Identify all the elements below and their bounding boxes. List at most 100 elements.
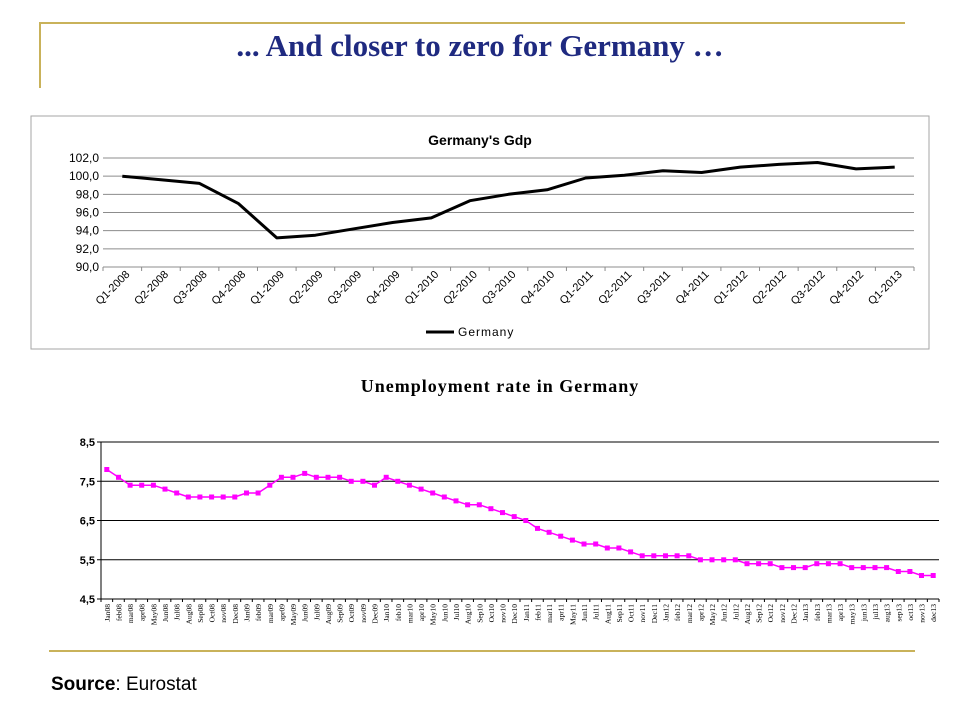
data-point — [139, 482, 145, 488]
data-point — [185, 494, 191, 500]
y-tick-label: 94,0 — [76, 224, 100, 238]
x-tick-label: Dec11 — [650, 604, 659, 624]
data-point — [837, 561, 843, 567]
x-tick-label: Jan12 — [661, 604, 670, 622]
data-point — [267, 482, 273, 488]
data-point — [791, 565, 796, 571]
data-point — [779, 565, 785, 571]
data-point — [255, 490, 261, 496]
chart-border — [30, 115, 930, 350]
data-point — [523, 518, 529, 523]
x-tick-label: Jan10 — [382, 604, 391, 622]
x-tick-label: Dec09 — [371, 604, 380, 624]
x-tick-label: Aug08 — [184, 604, 193, 625]
data-point — [197, 494, 203, 500]
x-tick-label: Jul08 — [173, 604, 182, 621]
x-tick-label: nov08 — [219, 604, 228, 623]
data-point — [860, 565, 866, 571]
data-point — [290, 474, 296, 480]
data-point — [430, 490, 436, 496]
x-tick-label: apr11 — [557, 604, 566, 621]
x-tick-label: apr12 — [696, 604, 705, 621]
data-point — [604, 545, 610, 551]
x-tick-label: Jan08 — [103, 604, 112, 622]
y-tick-label: 7,5 — [80, 476, 95, 488]
data-point — [628, 549, 634, 555]
top-rule — [39, 22, 905, 24]
y-tick-label: 4,5 — [80, 594, 95, 606]
data-point — [500, 510, 505, 516]
x-tick-label: Aug12 — [743, 604, 752, 625]
data-point — [616, 545, 622, 551]
x-tick-label: feb10 — [394, 604, 403, 621]
x-tick-label: feb11 — [533, 604, 542, 621]
data-point — [302, 470, 308, 476]
data-point — [209, 494, 215, 500]
x-tick-label: Aug09 — [324, 604, 333, 625]
y-tick-label: 102,0 — [69, 151, 99, 165]
x-tick-label: nov13 — [918, 604, 927, 623]
bottom-rule — [49, 650, 915, 652]
data-point — [313, 474, 319, 480]
data-point — [465, 502, 471, 508]
y-tick-label: 8,5 — [80, 437, 95, 449]
data-point — [930, 573, 936, 578]
data-point — [174, 490, 180, 496]
data-point — [488, 506, 494, 512]
data-point — [535, 525, 540, 531]
data-point — [348, 478, 354, 484]
y-tick-label: 5,5 — [80, 555, 95, 567]
data-point — [663, 553, 668, 559]
y-tick-label: 96,0 — [76, 206, 100, 220]
x-tick-label: May10 — [429, 604, 438, 625]
x-tick-label: oct13 — [906, 604, 915, 621]
data-point — [767, 561, 773, 567]
data-point — [395, 478, 401, 484]
data-point — [162, 486, 168, 492]
x-tick-label: jun13 — [859, 604, 868, 622]
x-tick-label: Jun12 — [720, 604, 729, 622]
x-tick-label: Jun11 — [580, 604, 589, 622]
data-point — [593, 541, 599, 547]
x-tick-label: feb13 — [813, 604, 822, 621]
data-point — [569, 537, 575, 543]
x-tick-label: Oct10 — [487, 604, 496, 623]
x-tick-label: Sep09 — [336, 604, 345, 623]
y-tick-label: 6,5 — [80, 516, 95, 528]
slide-title: ... And closer to zero for Germany … — [236, 28, 724, 63]
data-point — [709, 557, 715, 563]
data-point — [756, 561, 762, 567]
x-tick-label: feb12 — [673, 604, 682, 621]
x-tick-label: mar11 — [545, 604, 554, 623]
chart-title: Unemployment rate in Germany — [361, 376, 639, 396]
x-tick-label: mar08 — [126, 604, 135, 623]
x-tick-label: Sep11 — [615, 604, 624, 623]
data-point — [872, 565, 878, 571]
data-point — [895, 569, 901, 574]
x-tick-label: May11 — [568, 604, 577, 625]
data-point — [581, 541, 587, 547]
data-point — [511, 514, 517, 520]
data-point — [220, 494, 226, 500]
x-tick-label: mar12 — [685, 604, 694, 623]
data-point — [325, 474, 331, 480]
data-point — [150, 482, 156, 488]
x-tick-label: Jul11 — [592, 604, 601, 620]
x-tick-label: may13 — [848, 604, 857, 625]
x-tick-label: Jan11 — [522, 604, 531, 621]
data-point — [639, 553, 645, 559]
data-point — [825, 561, 831, 567]
source-label: Source — [51, 674, 116, 695]
data-point — [104, 467, 110, 472]
x-tick-label: Dec12 — [790, 604, 799, 624]
left-rule — [39, 22, 41, 88]
data-point — [674, 553, 680, 559]
x-tick-label: Jul12 — [731, 604, 740, 621]
data-point — [418, 486, 424, 492]
data-point — [907, 569, 913, 574]
data-point — [802, 565, 808, 571]
x-tick-label: nov10 — [499, 604, 508, 623]
x-tick-label: May09 — [289, 604, 298, 625]
source-value: : Eurostat — [115, 674, 197, 695]
x-tick-label: Sep08 — [196, 604, 205, 623]
